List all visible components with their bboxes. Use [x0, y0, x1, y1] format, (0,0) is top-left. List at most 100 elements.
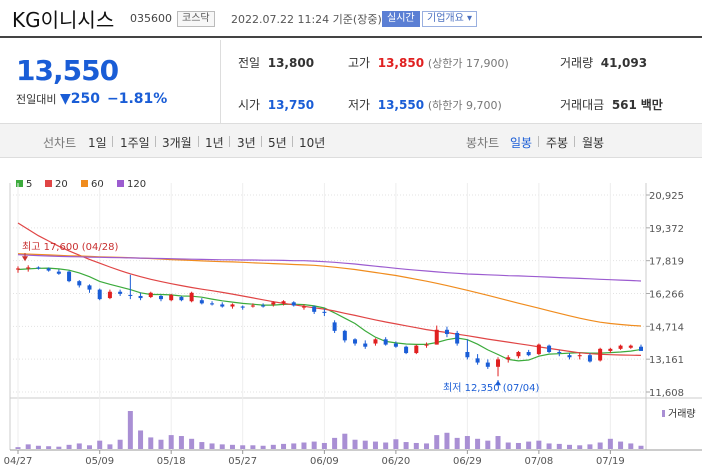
volume-bar — [107, 444, 113, 449]
volume-bar — [148, 437, 154, 449]
volume-bar — [311, 441, 317, 449]
down-arrow-icon: ▼ — [59, 91, 71, 107]
candle-chart-label: 봉차트 — [466, 136, 500, 150]
change-label: 전일대비 — [16, 93, 57, 106]
current-price: 13,550 — [16, 54, 119, 87]
trade-amount: 거래대금 561 백만 — [560, 96, 663, 113]
volume-bar — [209, 443, 215, 449]
x-tick-label: 05/27 — [228, 456, 257, 467]
amount-value: 561 — [611, 98, 637, 112]
legend-swatch-120 — [117, 180, 124, 187]
volume-bar — [485, 440, 491, 449]
period-daily[interactable]: 일봉 — [510, 136, 533, 150]
ma-line-60 — [17, 253, 642, 327]
volume-bar — [240, 445, 246, 449]
market-badge: 코스닥 — [177, 11, 215, 27]
candle-body — [496, 359, 501, 367]
volume-bar — [86, 445, 92, 449]
volume-bar — [628, 443, 634, 449]
legend-label-120: 120 — [127, 179, 146, 190]
period-5y[interactable]: 5년 — [268, 136, 287, 150]
period-1d[interactable]: 1일 — [88, 136, 107, 150]
volume-bar — [393, 439, 399, 449]
volume-label: 거래량 — [560, 56, 594, 70]
volume-bar — [587, 444, 593, 449]
high-value: 13,850 — [377, 56, 425, 70]
change-row: 전일대비 ▼250 −1.81% — [16, 91, 167, 107]
candle-body — [404, 346, 409, 354]
volume-bar — [444, 432, 450, 449]
candle-body — [148, 292, 153, 298]
legend-label-20: 20 — [55, 179, 68, 190]
volume-bar — [281, 443, 287, 449]
candle-body — [475, 358, 480, 363]
period-monthly[interactable]: 월봉 — [582, 136, 605, 150]
change-value: 250 — [70, 91, 100, 107]
volume-bar — [464, 436, 470, 449]
volume-bar — [352, 439, 358, 449]
candle-body — [107, 291, 112, 299]
candle-body — [128, 294, 133, 296]
low-label: 저가 — [348, 98, 371, 112]
volume-bar — [168, 435, 174, 449]
period-weekly[interactable]: 주봉 — [546, 136, 569, 150]
ma-line-120 — [17, 254, 642, 282]
change-percent: −1.81% — [107, 91, 168, 107]
volume-legend-label: 거래량 — [668, 408, 696, 420]
candle-body — [322, 311, 327, 313]
timestamp: 2022.07.22 11:24 기준(장중) — [231, 13, 382, 26]
separator — [229, 136, 230, 147]
candle-body — [77, 281, 82, 286]
volume-bar — [597, 442, 603, 449]
volume-bar — [301, 442, 307, 449]
candle-body — [250, 305, 255, 307]
x-tick-label: 06/09 — [310, 456, 339, 467]
volume-legend-swatch — [662, 410, 665, 417]
x-tick-label: 06/20 — [381, 456, 410, 467]
volume-bar — [270, 444, 276, 449]
separator — [538, 136, 539, 147]
separator — [112, 136, 113, 147]
open-price: 시가 13,750 — [238, 96, 314, 113]
volume-bar — [291, 443, 297, 449]
low-value: 13,550 — [377, 98, 425, 112]
volume-bar — [127, 411, 133, 449]
period-1w[interactable]: 1주일 — [120, 136, 150, 150]
y-tick-label: 19,372 — [649, 224, 684, 235]
candle-body — [332, 322, 337, 331]
y-tick-label: 11,608 — [649, 388, 684, 399]
separator — [198, 136, 199, 147]
candle-body — [444, 329, 449, 335]
company-info-dropdown[interactable]: 기업개요 ▾ — [422, 11, 478, 27]
realtime-button[interactable]: 실시간 — [382, 11, 420, 27]
candle-body — [465, 351, 470, 358]
candle-body — [36, 267, 41, 269]
x-tick-label: 05/18 — [157, 456, 186, 467]
volume-bar — [117, 439, 123, 449]
low-price: 저가 13,550 (하한가 9,700) — [348, 96, 502, 113]
period-3y[interactable]: 3년 — [237, 136, 256, 150]
line-chart-label: 선차트 — [43, 136, 77, 150]
min-annotation: 최저 12,350 (07/04) — [443, 382, 539, 394]
candle-body — [158, 295, 163, 300]
candle-body — [598, 348, 603, 361]
volume-bar — [546, 443, 552, 449]
y-tick-label: 16,266 — [649, 290, 684, 301]
legend-label-5: 5 — [26, 179, 32, 190]
period-10y[interactable]: 10년 — [299, 136, 326, 150]
volume-bar — [505, 442, 511, 449]
candle-body — [169, 294, 174, 301]
volume-bar — [158, 439, 164, 449]
candle-body — [363, 343, 368, 347]
volume-bar — [260, 445, 266, 449]
volume-bar — [342, 433, 348, 449]
period-1y[interactable]: 1년 — [205, 136, 224, 150]
period-3m[interactable]: 3개월 — [162, 136, 192, 150]
open-label: 시가 — [238, 98, 261, 112]
y-tick-label: 17,819 — [649, 257, 684, 268]
volume-bar — [332, 437, 338, 449]
legend-swatch-60 — [81, 180, 88, 187]
candle-body — [639, 346, 643, 351]
chevron-down-icon: ▾ — [467, 13, 473, 24]
volume-bar — [383, 442, 389, 449]
